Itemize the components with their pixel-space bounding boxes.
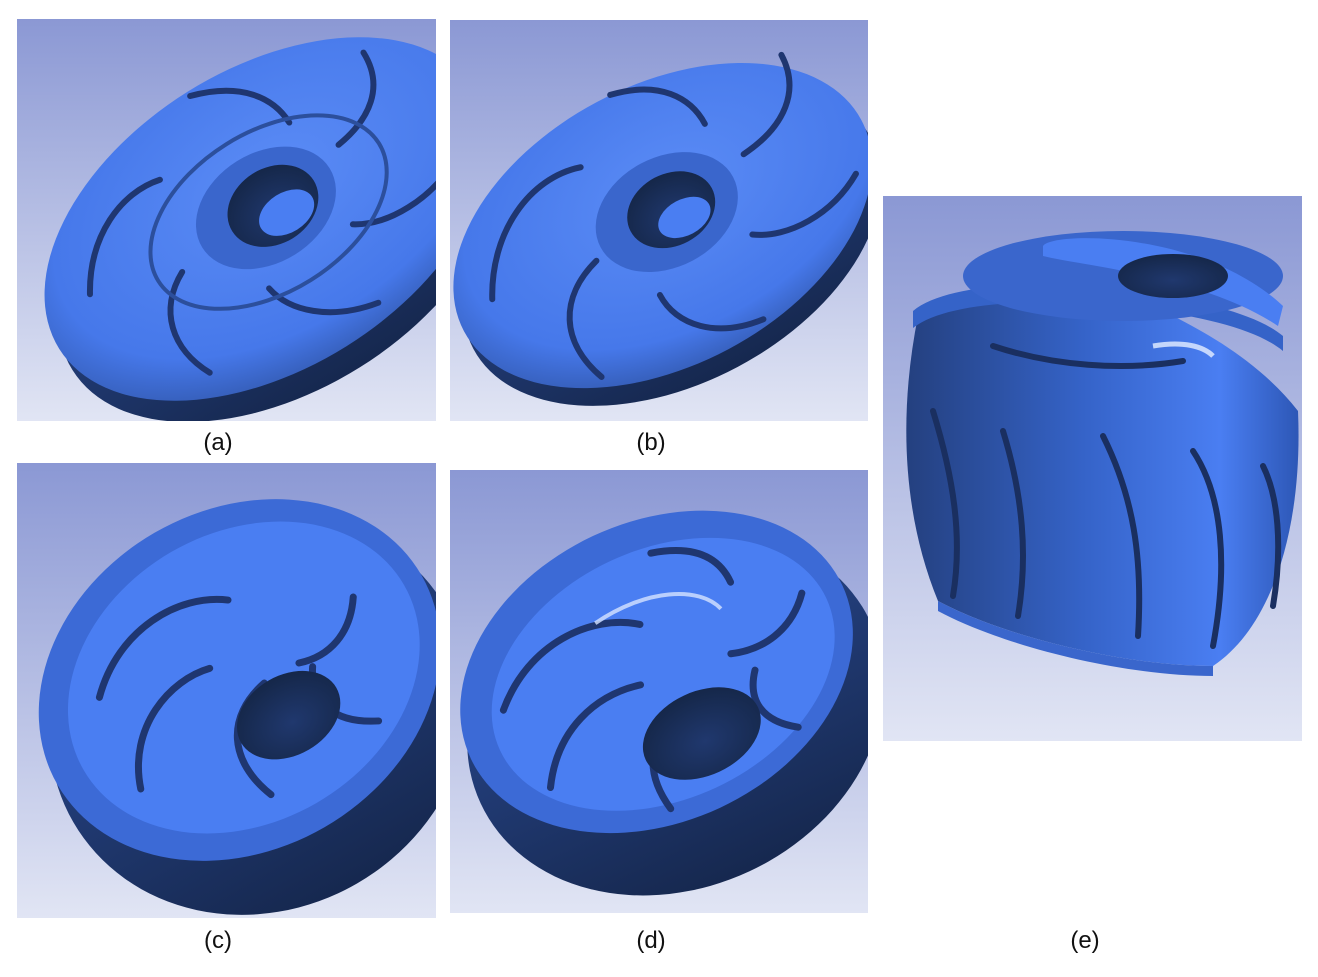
caption-e: (e) <box>1070 927 1100 954</box>
caption-d: (d) <box>636 927 666 954</box>
caption-a: (a) <box>203 429 233 456</box>
impeller-e-graphic <box>883 196 1302 741</box>
impeller-view-d <box>450 470 868 913</box>
impeller-view-b <box>450 20 868 421</box>
impeller-view-a <box>17 19 436 421</box>
impeller-view-e <box>883 196 1302 741</box>
impeller-d-graphic <box>450 470 868 913</box>
caption-b: (b) <box>636 429 666 456</box>
impeller-c-graphic <box>17 463 436 918</box>
impeller-b-graphic <box>450 20 868 421</box>
caption-c: (c) <box>204 927 232 954</box>
impeller-view-c <box>17 463 436 918</box>
impeller-a-graphic <box>17 19 436 421</box>
